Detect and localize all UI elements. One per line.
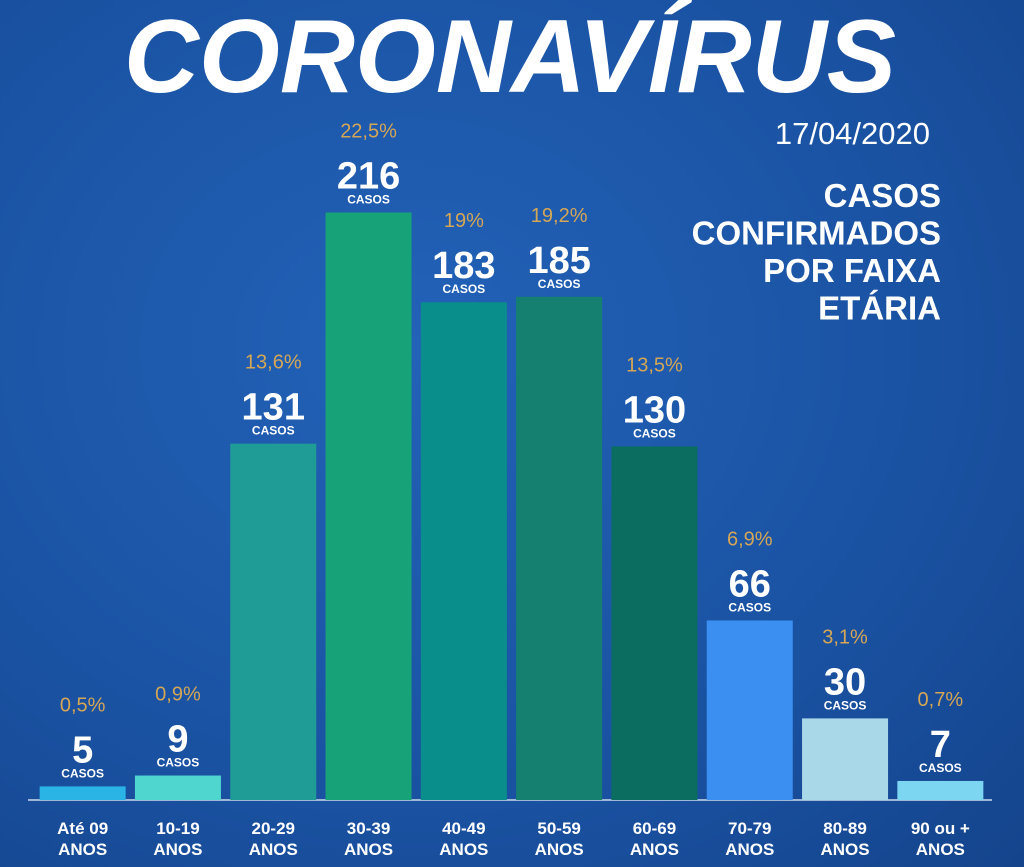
value-label: 216 — [337, 155, 400, 197]
value-label: 130 — [623, 389, 686, 431]
percent-label: 3,1% — [822, 626, 868, 648]
bar — [420, 302, 507, 800]
x-tick-label: 30-39 ANOS — [343, 819, 394, 859]
date: 17/04/2020 — [775, 116, 930, 151]
x-tick-label: 70-79 ANOS — [725, 819, 775, 859]
subtitle-line: CONFIRMADOS — [692, 215, 941, 252]
bar — [516, 296, 603, 800]
unit-label: CASOS — [633, 426, 676, 440]
bar — [897, 780, 984, 800]
unit-label: CASOS — [252, 424, 295, 438]
unit-label: CASOS — [443, 282, 486, 296]
unit-label: CASOS — [157, 756, 200, 770]
value-label: 185 — [527, 240, 590, 282]
value-label: 9 — [167, 719, 188, 761]
x-tick-label: 10-19 ANOS — [153, 819, 203, 859]
x-tick-label: 50-59 ANOS — [534, 819, 584, 859]
bar — [706, 620, 793, 800]
subtitle-line: CASOS — [824, 177, 941, 214]
chart-title: CORONAVÍRUS — [124, 0, 896, 115]
bar — [230, 443, 317, 800]
x-tick-label: 20-29 ANOS — [248, 819, 298, 859]
x-tick-label: Até 09 ANOS — [57, 819, 109, 859]
unit-label: CASOS — [347, 192, 390, 206]
x-tick-label: 80-89 ANOS — [820, 819, 870, 859]
bar — [134, 775, 221, 800]
subtitle-line: POR FAIXA — [763, 252, 941, 289]
value-label: 30 — [824, 661, 866, 703]
percent-label: 13,5% — [626, 354, 683, 376]
percent-label: 13,6% — [245, 352, 302, 374]
value-label: 131 — [242, 387, 305, 429]
bar — [611, 446, 698, 800]
percent-label: 19,2% — [531, 205, 588, 227]
unit-label: CASOS — [728, 600, 771, 614]
value-label: 7 — [930, 724, 951, 766]
unit-label: CASOS — [538, 277, 581, 291]
bar — [325, 212, 412, 801]
value-label: 183 — [432, 245, 495, 287]
bar — [802, 718, 889, 800]
percent-label: 19% — [444, 210, 484, 232]
percent-label: 0,7% — [918, 689, 964, 711]
x-tick-label: 60-69 ANOS — [629, 819, 679, 859]
unit-label: CASOS — [824, 698, 867, 712]
bar — [39, 786, 126, 800]
percent-label: 22,5% — [340, 120, 397, 142]
value-label: 66 — [729, 563, 771, 605]
value-label: 5 — [72, 729, 93, 771]
unit-label: CASOS — [61, 766, 104, 780]
x-tick-label: 40-49 ANOS — [439, 819, 489, 859]
x-tick-label: 90 ou + ANOS — [910, 819, 970, 859]
percent-label: 6,9% — [727, 528, 773, 550]
unit-label: CASOS — [919, 761, 962, 775]
subtitle-line: ETÁRIA — [818, 290, 941, 327]
percent-label: 0,9% — [155, 684, 201, 706]
percent-label: 0,5% — [60, 694, 106, 716]
